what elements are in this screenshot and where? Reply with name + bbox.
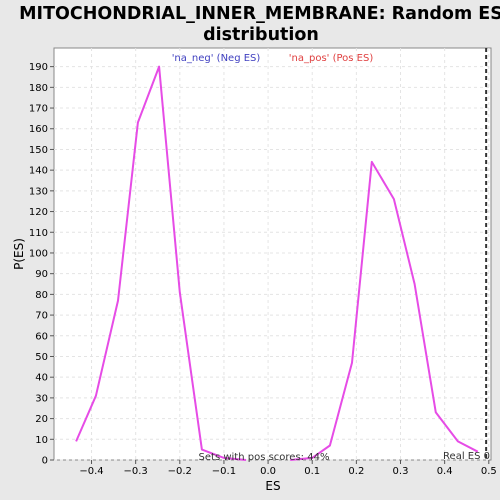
y-tick-label: 30 — [35, 393, 48, 404]
chart-title-line1: MITOCHONDRIAL_INNER_MEMBRANE: Random ES — [19, 4, 500, 24]
y-tick-label: 40 — [35, 373, 48, 384]
x-tick-label: −0.2 — [168, 466, 192, 477]
legend-entry-neg: 'na_neg' (Neg ES) — [172, 53, 261, 64]
y-tick-label: 190 — [29, 62, 48, 73]
x-tick-label: 0.3 — [393, 466, 409, 477]
y-tick-label: 130 — [29, 186, 48, 197]
x-axis-label: ES — [265, 479, 280, 493]
x-tick-label: 0.1 — [304, 466, 320, 477]
y-tick-label: 140 — [29, 166, 48, 177]
x-tick-label: −0.4 — [79, 466, 103, 477]
y-tick-label: 60 — [35, 331, 48, 342]
y-tick-label: 50 — [35, 352, 48, 363]
grid-lines — [54, 48, 491, 461]
y-tick-label: 170 — [29, 104, 48, 115]
legend-entry-pos: 'na_pos' (Pos ES) — [289, 53, 374, 64]
y-tick-label: 160 — [29, 124, 48, 135]
y-tick-label: 110 — [29, 228, 48, 239]
x-tick-label: −0.1 — [212, 466, 236, 477]
series-line-pos — [290, 160, 479, 461]
plot-area — [53, 47, 492, 461]
x-tick-label: 0.0 — [260, 466, 276, 477]
y-tick-label: 100 — [29, 248, 48, 259]
x-axis: −0.4 −0.3 −0.2 −0.1 0.0 0.1 0.2 0.3 0.4 0.5 — [79, 460, 497, 477]
y-tick-label: 10 — [35, 435, 48, 446]
y-tick-label: 80 — [35, 290, 48, 301]
series-layer — [75, 65, 479, 461]
x-tick-label: 0.4 — [437, 466, 453, 477]
series-line-neg — [75, 65, 247, 461]
y-tick-label: 180 — [29, 83, 48, 94]
y-tick-label: 90 — [35, 269, 48, 280]
y-tick-label: 150 — [29, 145, 48, 156]
x-tick-label: 0.2 — [348, 466, 364, 477]
y-tick-label: 0 — [42, 456, 48, 467]
y-axis: 0 10 20 30 40 50 60 70 80 90 100 110 120 130 140 150 160… — [29, 62, 54, 467]
real-es-label: Real ES 0 — [443, 451, 490, 462]
x-tick-label: 0.5 — [481, 466, 497, 477]
y-tick-label: 120 — [29, 207, 48, 218]
y-axis-label: P(ES) — [12, 238, 26, 270]
x-tick-label: −0.3 — [124, 466, 148, 477]
y-tick-label: 70 — [35, 311, 48, 322]
chart-title-line2: distribution — [203, 25, 319, 45]
pos-scores-annotation: Sets with pos scores: 44% — [199, 452, 330, 463]
y-tick-label: 20 — [35, 414, 48, 425]
